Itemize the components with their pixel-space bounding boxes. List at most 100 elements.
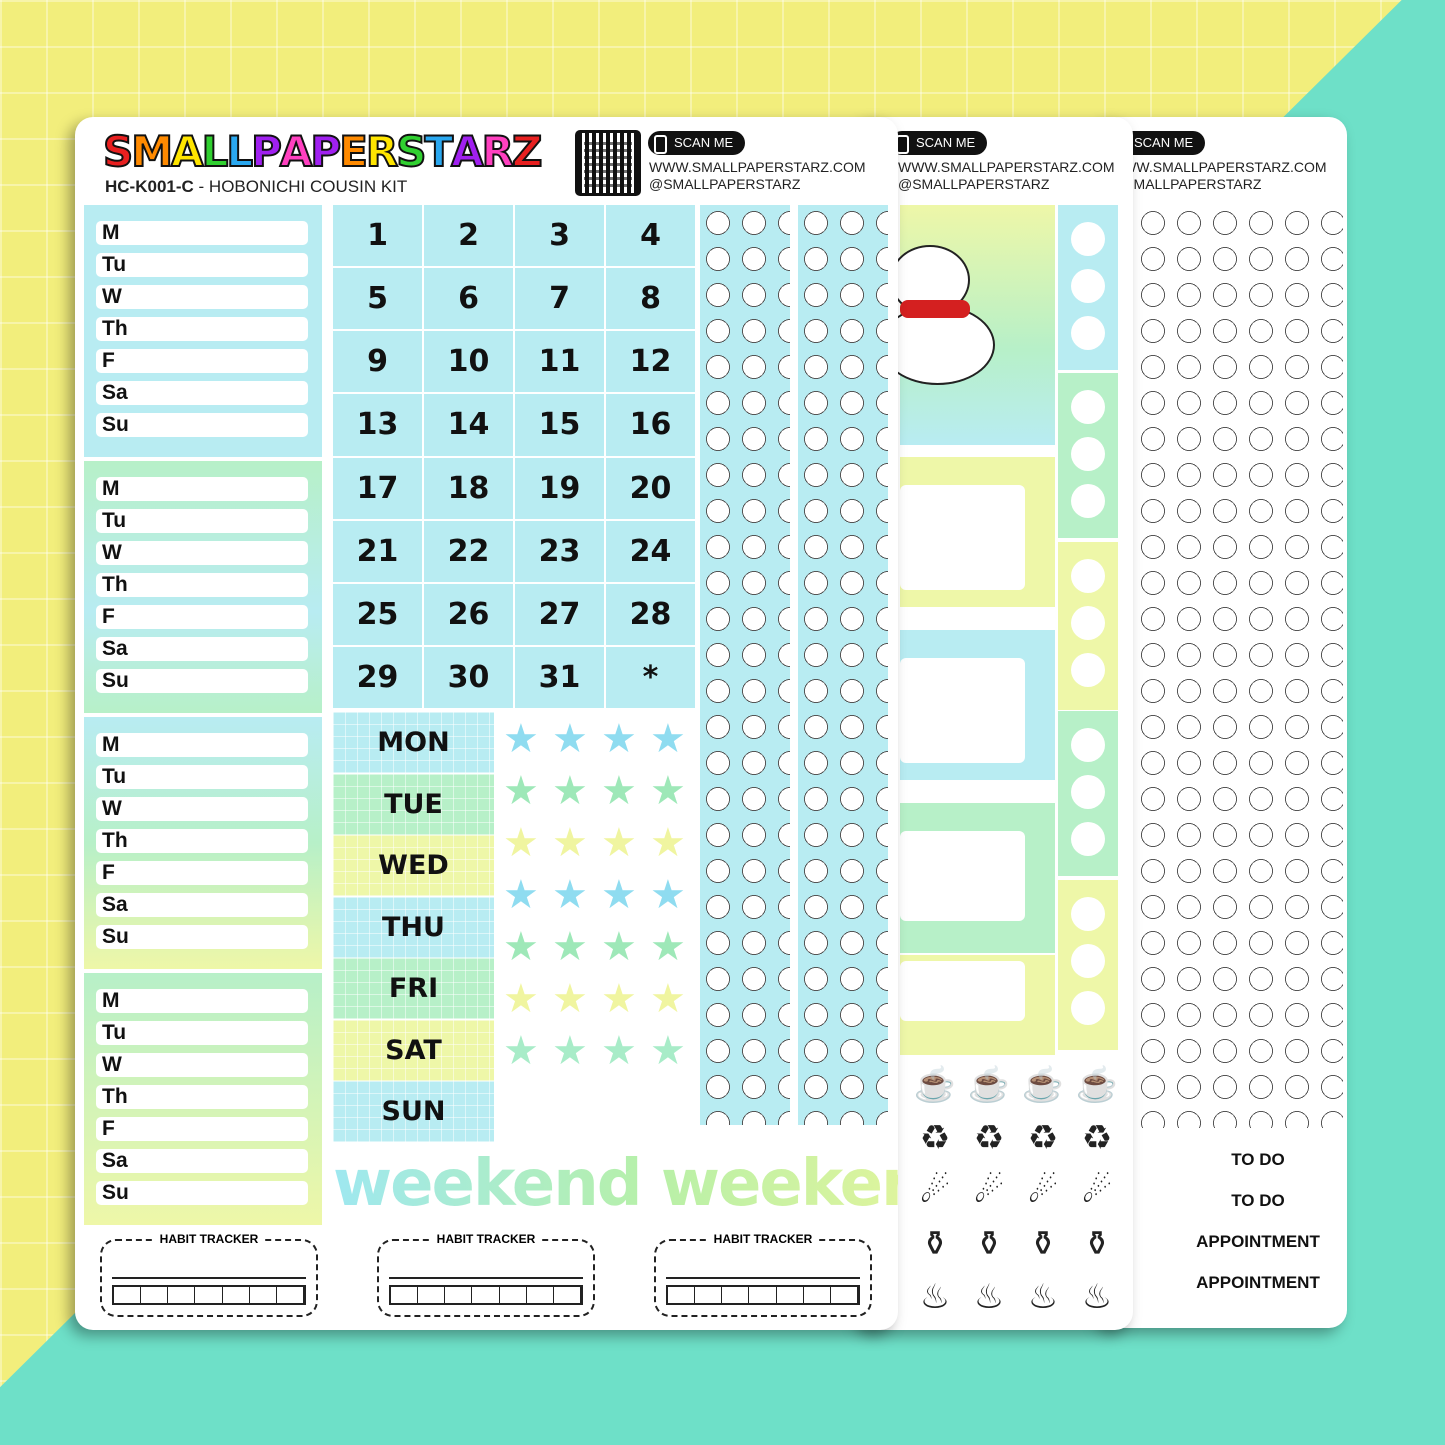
logo-letter: E bbox=[338, 126, 369, 177]
habit-box bbox=[168, 1287, 196, 1303]
day-row-label: F bbox=[96, 861, 308, 885]
habit-tracker: HABIT TRACKER bbox=[654, 1232, 872, 1317]
logo-letter: P bbox=[250, 126, 283, 177]
star-icon: ★ bbox=[650, 821, 686, 865]
circle-sticker bbox=[1071, 822, 1105, 856]
qr-code[interactable] bbox=[575, 130, 641, 196]
sticker-label: APPOINTMENT bbox=[1196, 1273, 1320, 1292]
habit-tracker: HABIT TRACKER bbox=[100, 1232, 318, 1317]
habit-box bbox=[445, 1287, 473, 1303]
shooting-star-icon: ☄ bbox=[973, 1172, 1005, 1210]
day-row-label: M bbox=[96, 221, 308, 245]
date-cell: 23 bbox=[515, 520, 604, 582]
date-cell: 28 bbox=[606, 583, 695, 645]
habit-box bbox=[277, 1287, 304, 1303]
day-row-label: Tu bbox=[96, 509, 308, 533]
date-cell: 6 bbox=[424, 268, 513, 330]
weekly-day-block: M Tu W Th F Sa Su bbox=[84, 973, 322, 1225]
box-inner bbox=[900, 485, 1025, 590]
day-row-label: W bbox=[96, 285, 308, 309]
trash-can-icon: ♻ bbox=[1027, 1119, 1059, 1157]
date-grid: 1 2 3 4 5 6 7 8 9 10 11 12 13 14 15 16 17 18 19 20 21 22 23 24 2… bbox=[333, 205, 695, 708]
coffee-cup-icon: ☕ bbox=[1075, 1066, 1119, 1104]
star-icon: ★ bbox=[552, 821, 588, 865]
date-cell: 26 bbox=[424, 583, 513, 645]
day-row-label: F bbox=[96, 605, 308, 629]
star-icon: ★ bbox=[650, 977, 686, 1021]
day-row-label: Su bbox=[96, 925, 308, 949]
habit-line bbox=[389, 1277, 583, 1279]
logo-letter: S bbox=[102, 126, 134, 177]
weekday-label: THU bbox=[333, 896, 494, 958]
sticker-sheet-3: SCAN ME WWW.SMALLPAPERSTARZ.COM @SMALLPA… bbox=[1100, 117, 1347, 1328]
scan-me-badge: SCAN ME bbox=[648, 131, 746, 155]
sku-code: HC-K001-C bbox=[105, 177, 194, 196]
sticker-label: APPOINTMENT bbox=[1196, 1232, 1320, 1251]
star-icon: ★ bbox=[601, 925, 637, 969]
date-cell: 22 bbox=[424, 520, 513, 582]
date-cell: 8 bbox=[606, 268, 695, 330]
logo-letter: L bbox=[225, 126, 254, 177]
habit-tracker-label: HABIT TRACKER bbox=[154, 1232, 264, 1246]
habit-box bbox=[141, 1287, 169, 1303]
habit-boxes bbox=[112, 1285, 306, 1305]
date-cell: 9 bbox=[333, 331, 422, 393]
date-cell: 17 bbox=[333, 457, 422, 519]
star-icon: ★ bbox=[552, 925, 588, 969]
habit-box bbox=[114, 1287, 142, 1303]
circle-sticker bbox=[1071, 775, 1105, 809]
circle-sticker bbox=[1071, 390, 1105, 424]
star-icon: ★ bbox=[552, 977, 588, 1021]
habit-line bbox=[666, 1277, 860, 1279]
date-cell: 18 bbox=[424, 457, 513, 519]
date-cell: 19 bbox=[515, 457, 604, 519]
day-row-label: Sa bbox=[96, 381, 308, 405]
day-row-label: Th bbox=[96, 1085, 308, 1109]
coffee-cup-icon: ☕ bbox=[913, 1066, 957, 1104]
habit-boxes bbox=[389, 1285, 583, 1305]
day-row-label: W bbox=[96, 541, 308, 565]
noodle-bowl-icon: ♨ bbox=[973, 1278, 1005, 1316]
weekday-label: TUE bbox=[333, 773, 494, 835]
star-icon: ★ bbox=[650, 873, 686, 917]
box-inner bbox=[900, 658, 1025, 763]
date-cell: 1 bbox=[333, 205, 422, 267]
red-scarf bbox=[900, 300, 970, 318]
star-icon: ★ bbox=[650, 769, 686, 813]
weekly-day-block: M Tu W Th F Sa Su bbox=[84, 717, 322, 969]
date-cell: 30 bbox=[424, 646, 513, 708]
star-icon: ★ bbox=[601, 769, 637, 813]
star-icon: ★ bbox=[552, 769, 588, 813]
date-cell: 10 bbox=[424, 331, 513, 393]
shooting-star-icon: ☄ bbox=[1027, 1172, 1059, 1210]
habit-line bbox=[112, 1277, 306, 1279]
logo-letter: Z bbox=[511, 126, 544, 177]
habit-tracker-label: HABIT TRACKER bbox=[431, 1232, 541, 1246]
date-cell: 4 bbox=[606, 205, 695, 267]
trash-can-icon: ♻ bbox=[1081, 1119, 1113, 1157]
logo-letter: P bbox=[309, 126, 342, 177]
weekly-day-block: M Tu W Th F Sa Su bbox=[84, 205, 322, 457]
star-icon: ★ bbox=[503, 1029, 539, 1073]
washi-strip-snowman bbox=[700, 205, 790, 1125]
weekday-label: FRI bbox=[333, 958, 494, 1019]
day-row-label: Th bbox=[96, 573, 308, 597]
day-row-label: Sa bbox=[96, 637, 308, 661]
circle-sticker bbox=[1071, 484, 1105, 518]
day-row-label: F bbox=[96, 349, 308, 373]
logo-letter: R bbox=[481, 126, 515, 177]
weekday-label: WED bbox=[333, 835, 494, 896]
coffee-cup-icon: ☕ bbox=[967, 1066, 1011, 1104]
circle-sticker bbox=[1071, 269, 1105, 303]
date-cell: 24 bbox=[606, 520, 695, 582]
habit-box bbox=[527, 1287, 554, 1303]
day-row-label: Tu bbox=[96, 253, 308, 277]
habit-box bbox=[472, 1287, 500, 1303]
date-cell: 29 bbox=[333, 646, 422, 708]
sticker-label: TO DO bbox=[1231, 1150, 1285, 1169]
date-cell: 14 bbox=[424, 394, 513, 456]
noodle-bowl-icon: ♨ bbox=[1027, 1278, 1059, 1316]
box-sticker bbox=[900, 955, 1055, 1055]
washi-strip-snowman bbox=[798, 205, 888, 1125]
day-row-label: F bbox=[96, 1117, 308, 1141]
